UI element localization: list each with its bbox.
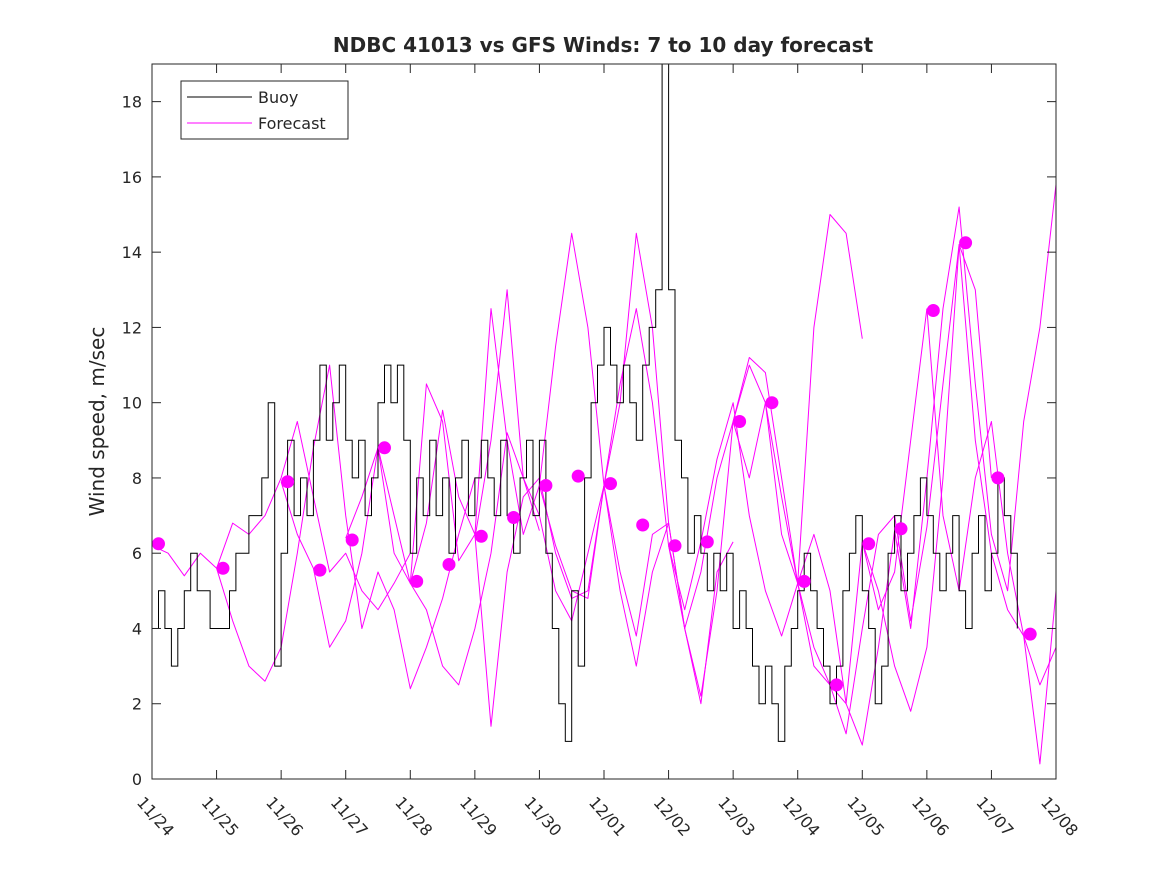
- forecast-marker: [926, 304, 940, 317]
- forecast-marker: [539, 479, 553, 492]
- forecast-line-13: [926, 308, 1057, 765]
- forecast-marker: [410, 574, 424, 588]
- forecast-marker: [668, 539, 682, 553]
- forecast-line-2: [216, 364, 476, 690]
- forecast-line-10: [732, 244, 992, 735]
- forecast-marker: [507, 511, 521, 524]
- forecast-marker: [894, 522, 908, 536]
- forecast-marker: [216, 561, 230, 575]
- y-tick-label: 18: [122, 93, 142, 112]
- forecast-marker: [152, 537, 165, 551]
- forecast-marker: [442, 558, 456, 571]
- legend-buoy-label: Buoy: [258, 88, 298, 107]
- forecast-marker: [797, 574, 811, 588]
- legend-box: [180, 80, 349, 140]
- forecast-marker: [733, 415, 747, 428]
- forecast-marker: [862, 537, 876, 551]
- forecast-line-1: [151, 421, 411, 611]
- y-tick-label: 10: [122, 394, 142, 413]
- plot-area: [152, 64, 1056, 779]
- y-tick-label: 14: [122, 243, 142, 262]
- forecast-marker: [378, 441, 391, 455]
- y-tick-label: 6: [132, 544, 142, 563]
- forecast-marker: [959, 236, 973, 250]
- y-tick-label: 16: [122, 168, 142, 187]
- y-tick-label: 8: [132, 469, 142, 488]
- forecast-marker: [604, 477, 617, 491]
- y-tick-label: 12: [122, 318, 142, 337]
- forecast-marker: [765, 396, 779, 410]
- forecast-marker: [991, 471, 1005, 485]
- forecast-marker: [474, 529, 488, 543]
- forecast-marker: [830, 678, 843, 692]
- legend-forecast-label: Forecast: [258, 114, 326, 133]
- y-tick-label: 2: [132, 695, 142, 714]
- forecast-marker: [636, 518, 650, 532]
- forecast-marker: [345, 533, 359, 547]
- chart-title: NDBC 41013 vs GFS Winds: 7 to 10 day for…: [333, 33, 874, 57]
- buoy-series-group: [152, 63, 1018, 742]
- buoy-line: [152, 63, 1018, 742]
- forecast-marker: [281, 475, 295, 489]
- y-axis-ticks: 0 2 4 6 8 10 12 14 16 18: [122, 93, 1056, 789]
- legend: Buoy Forecast: [180, 80, 349, 140]
- forecast-marker: [1023, 627, 1037, 641]
- y-tick-label: 4: [132, 619, 142, 638]
- y-axis-label: Wind speed, m/sec: [85, 327, 109, 517]
- forecast-marker: [571, 469, 585, 483]
- forecast-marker: [700, 535, 714, 549]
- y-tick-label: 0: [132, 770, 142, 789]
- forecast-markers-group: [152, 236, 1037, 692]
- forecast-marker: [313, 563, 327, 577]
